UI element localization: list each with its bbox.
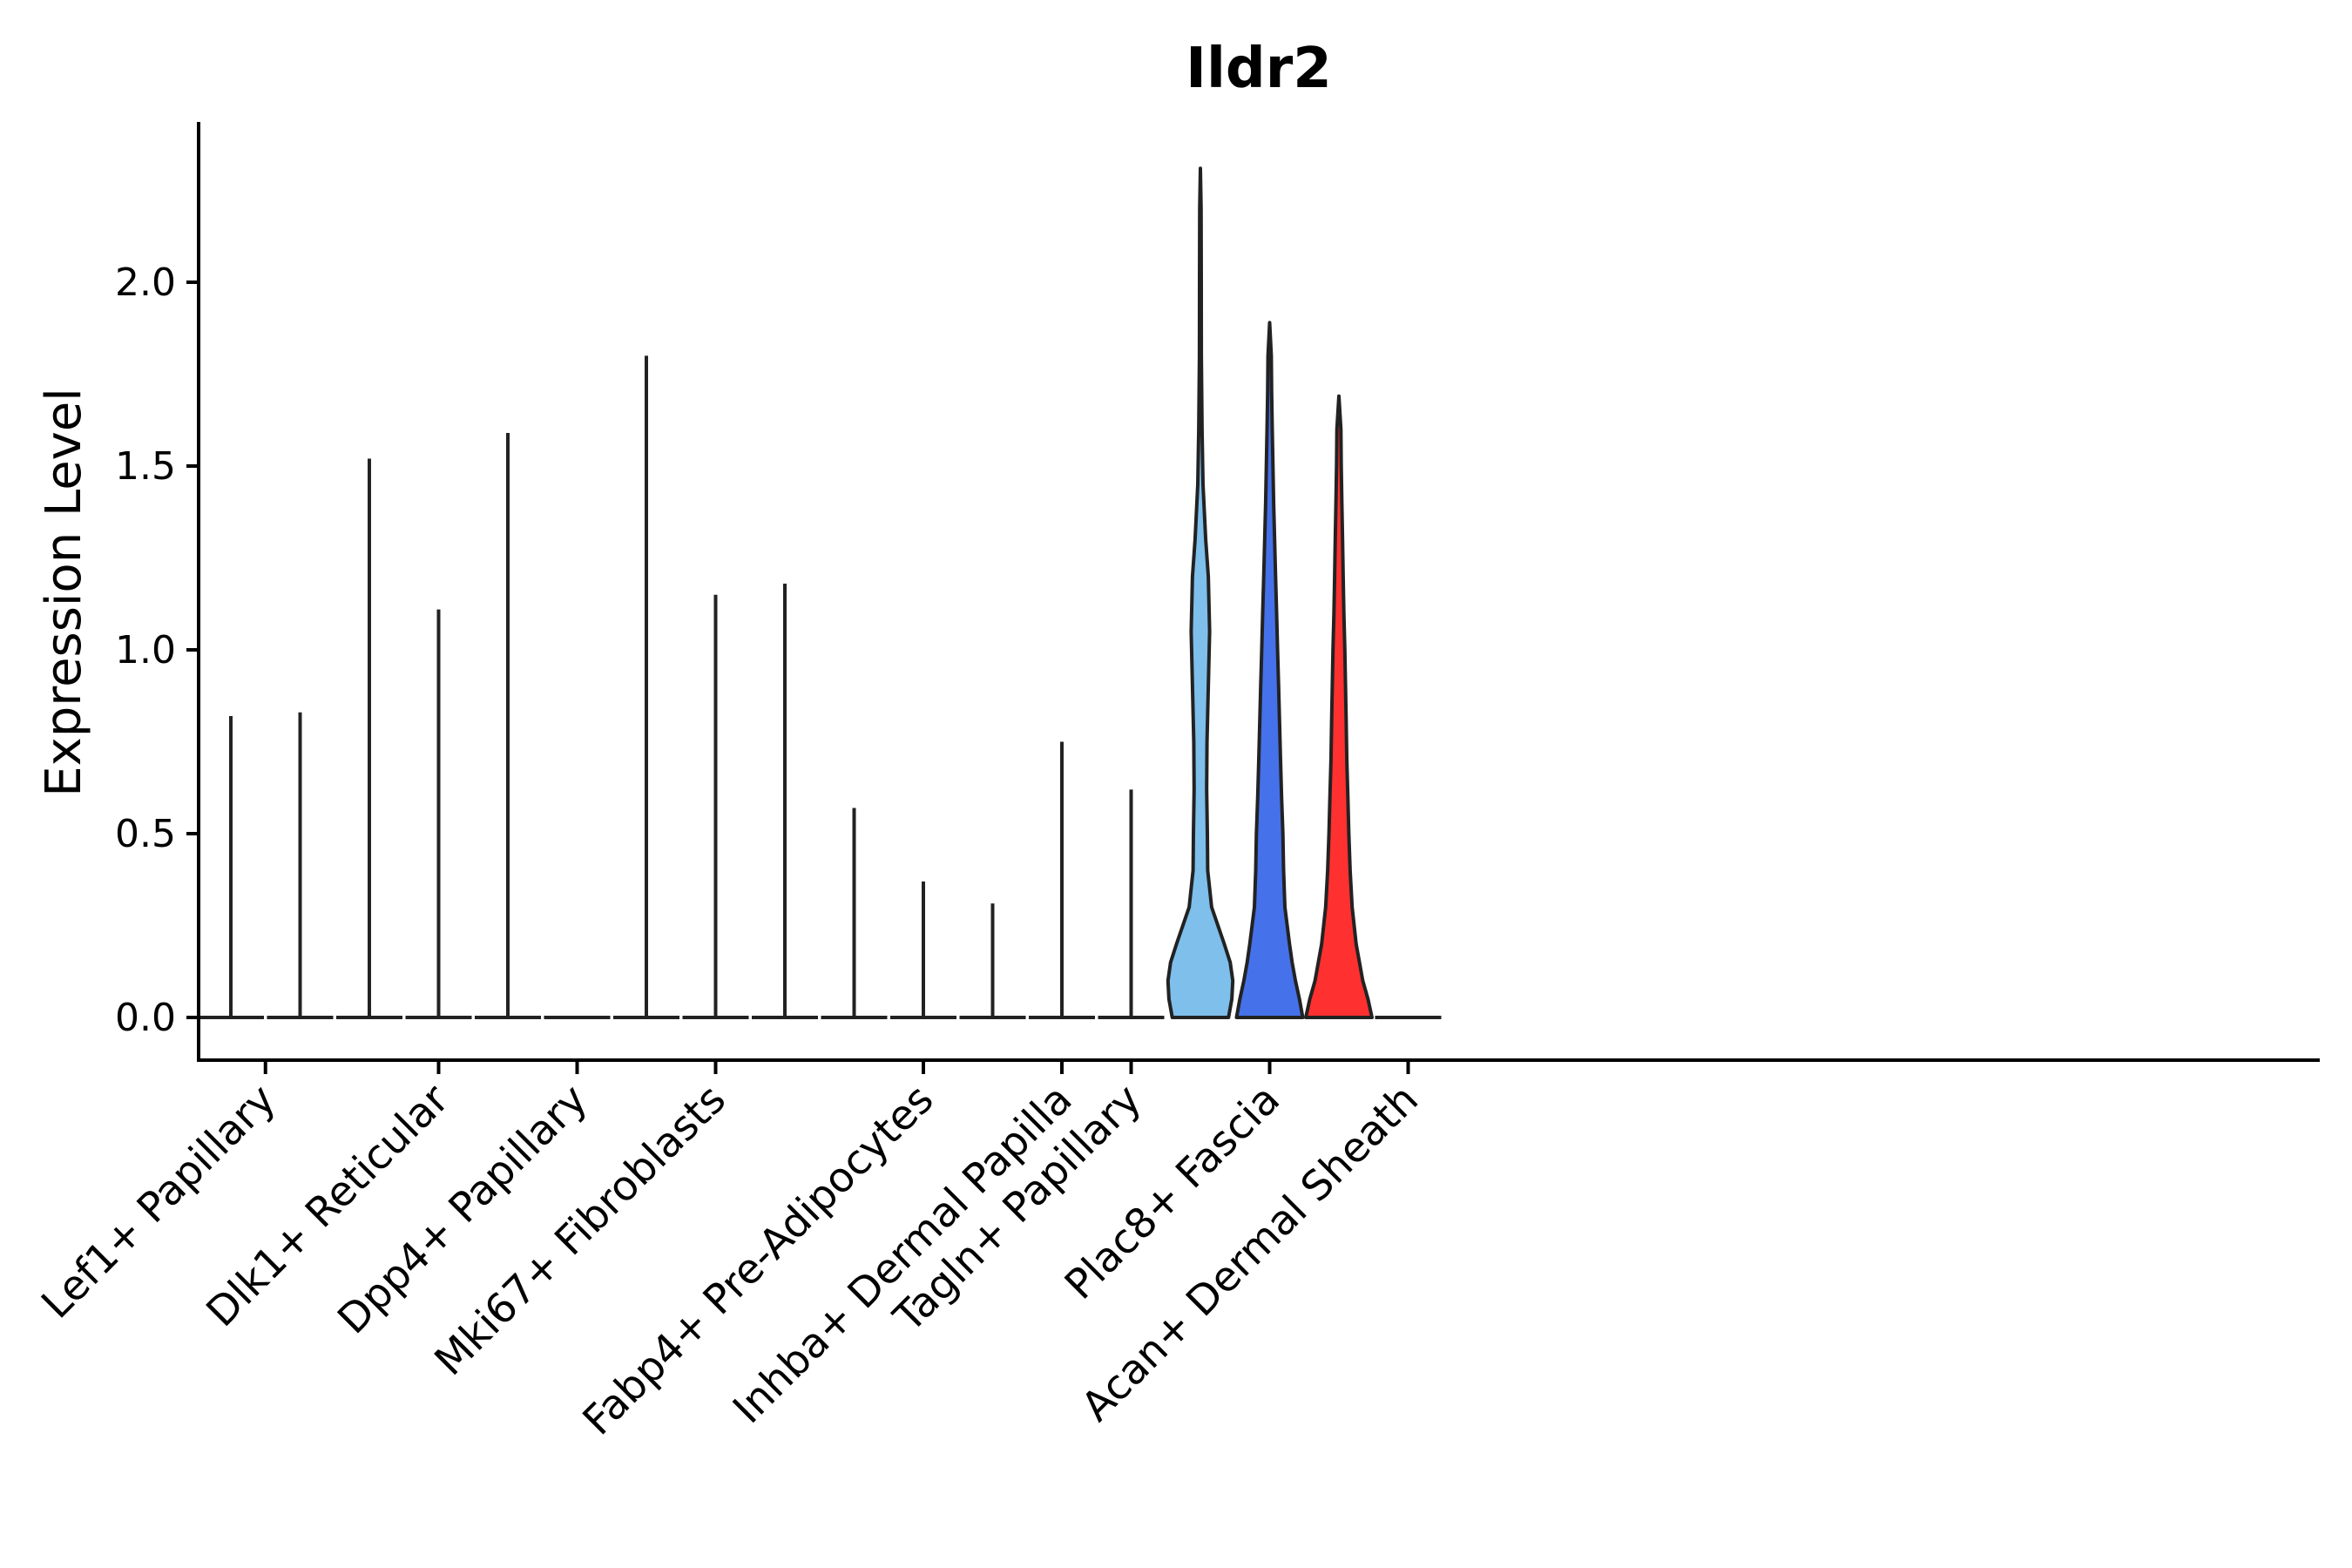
y-tick-label: 1.0 [115, 628, 176, 672]
x-tick-label: Dpp4+ Papillary [328, 1076, 597, 1344]
y-tick-label: 2.0 [115, 260, 176, 305]
chart-title: Ildr2 [1186, 37, 1332, 101]
violin-16 [1304, 394, 1374, 1019]
violin-14 [1166, 166, 1235, 1019]
y-tick-label: 1.5 [115, 444, 176, 489]
violin-layer [198, 166, 1442, 1019]
y-tick-label: 0.0 [115, 996, 176, 1040]
y-tick-label: 0.5 [115, 812, 176, 856]
y-axis-label: Expression Level [36, 388, 92, 797]
y-ticks: 0.0 0.5 1.0 1.5 2.0 [115, 260, 199, 1040]
violin-15 [1234, 321, 1305, 1019]
